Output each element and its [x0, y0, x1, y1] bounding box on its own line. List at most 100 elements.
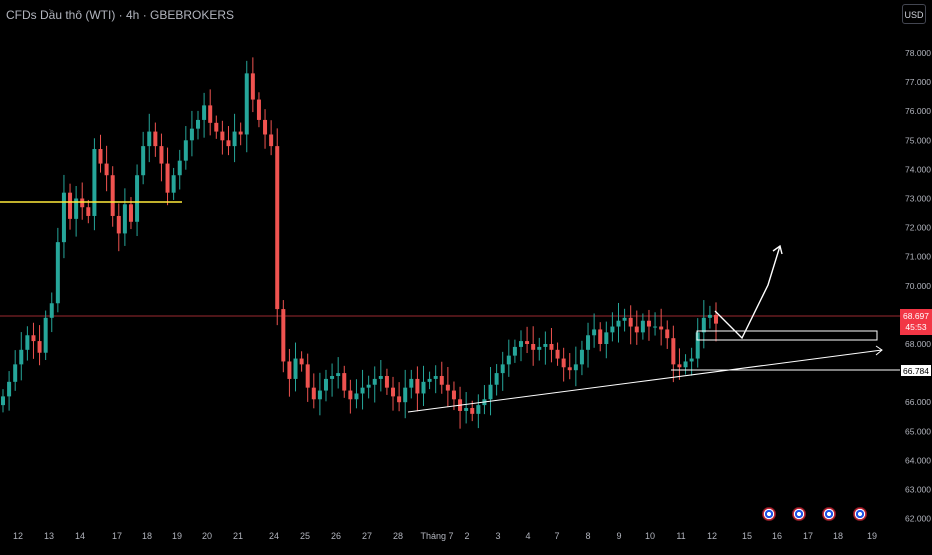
- candle-body: [238, 131, 243, 135]
- candle-body: [616, 320, 621, 327]
- candle-body: [488, 384, 493, 400]
- candle-body: [464, 408, 469, 411]
- time-axis-tick: 17: [112, 531, 122, 541]
- candle-body: [311, 387, 316, 400]
- candle-body: [293, 358, 298, 379]
- candle-body: [336, 373, 341, 377]
- candle-body: [366, 384, 371, 388]
- time-axis-tick: Tháng 7: [420, 531, 453, 541]
- candle-body: [427, 378, 432, 382]
- candle-body: [518, 341, 523, 347]
- candle-body: [153, 131, 158, 147]
- candle-body: [622, 317, 627, 321]
- candle-body: [275, 146, 280, 310]
- price-axis-tick: 77.000: [905, 77, 931, 87]
- symbol-title[interactable]: CFDs Dầu thô (WTI) · 4h · GBEBROKERS: [6, 8, 235, 22]
- candle-body: [74, 198, 79, 219]
- projection-arrow[interactable]: [714, 245, 781, 340]
- candle-body: [299, 358, 304, 365]
- candle-body: [592, 329, 597, 336]
- candle-body: [165, 163, 170, 193]
- time-axis-tick: 26: [331, 531, 341, 541]
- candle-body: [665, 329, 670, 339]
- price-axis[interactable]: 78.000 77.000 76.000 75.000 74.000 73.000 72.0…: [905, 48, 931, 524]
- candle-body: [256, 99, 261, 120]
- candle-body: [610, 326, 615, 333]
- candle-body: [171, 175, 176, 193]
- price-axis-tick: 62.000: [905, 514, 931, 524]
- time-axis-tick: 16: [772, 531, 782, 541]
- candle-body: [671, 338, 676, 365]
- candle-body: [31, 335, 36, 342]
- candle-body: [80, 198, 85, 208]
- time-axis-tick: 24: [269, 531, 279, 541]
- time-axis-tick: 19: [172, 531, 182, 541]
- candle-body: [439, 376, 444, 385]
- candle-body: [354, 393, 359, 400]
- candle-body: [433, 376, 438, 379]
- candle-body: [476, 405, 481, 414]
- candle-body: [707, 314, 712, 318]
- candle-body: [250, 73, 255, 100]
- candle-body: [409, 378, 414, 388]
- candle-body: [226, 140, 231, 147]
- time-axis-tick: 11: [676, 531, 685, 541]
- candle-body: [372, 378, 377, 385]
- candle-body: [202, 105, 207, 120]
- candle-body: [525, 341, 530, 344]
- us-flag-icon[interactable]: [792, 507, 806, 521]
- candle-body: [653, 326, 658, 328]
- candle-body: [397, 396, 402, 403]
- currency-button[interactable]: USD: [902, 4, 926, 24]
- candle-body: [531, 344, 536, 350]
- candle-body: [579, 349, 584, 365]
- candle-body: [714, 314, 718, 324]
- candle-body: [214, 122, 219, 132]
- us-flag-icon[interactable]: [853, 507, 867, 521]
- candle-body: [634, 326, 639, 333]
- us-flag-icon[interactable]: [822, 507, 836, 521]
- candle-body: [659, 326, 664, 330]
- time-axis[interactable]: 12 13 14 17 18 19 20 21 24 25 26 27 28 Tháng 7 2 3 4 7 8 9 1…: [13, 531, 877, 541]
- candle-body: [98, 149, 103, 164]
- zone-rectangle[interactable]: [696, 330, 878, 341]
- candle-body: [506, 355, 511, 365]
- time-axis-tick: 18: [833, 531, 843, 541]
- candle-body: [512, 346, 517, 356]
- candle-body: [159, 146, 164, 164]
- candle-body: [360, 387, 365, 394]
- us-flag-icon[interactable]: [762, 507, 776, 521]
- candle-body: [183, 140, 188, 161]
- candle-body: [695, 332, 700, 359]
- candle-body: [1, 396, 5, 406]
- candle-body: [232, 131, 237, 147]
- candle-body: [537, 346, 542, 350]
- candle-body: [208, 105, 213, 123]
- time-axis-tick: 3: [495, 531, 500, 541]
- candle-body: [110, 175, 115, 216]
- time-axis-tick: 4: [525, 531, 530, 541]
- time-axis-tick: 25: [300, 531, 310, 541]
- candle-body: [677, 364, 682, 368]
- candle-body: [244, 73, 249, 135]
- candle-body: [445, 384, 450, 391]
- candle-body: [555, 349, 560, 359]
- candle-body: [598, 329, 603, 344]
- candle-body: [19, 349, 24, 365]
- time-axis-tick: 8: [585, 531, 590, 541]
- candle-body: [269, 134, 274, 147]
- time-axis-tick: 7: [554, 531, 559, 541]
- candle-body: [68, 192, 73, 219]
- candle-body: [378, 376, 383, 379]
- candles: [1, 57, 718, 429]
- price-axis-tick: 71.000: [905, 252, 931, 262]
- candle-body: [104, 163, 109, 176]
- candle-body: [415, 378, 420, 394]
- candle-body: [43, 317, 48, 353]
- candle-body: [7, 381, 12, 397]
- candle-body: [196, 119, 201, 129]
- candle-body: [37, 341, 42, 353]
- candle-body: [220, 131, 225, 141]
- trend-line[interactable]: [407, 349, 883, 413]
